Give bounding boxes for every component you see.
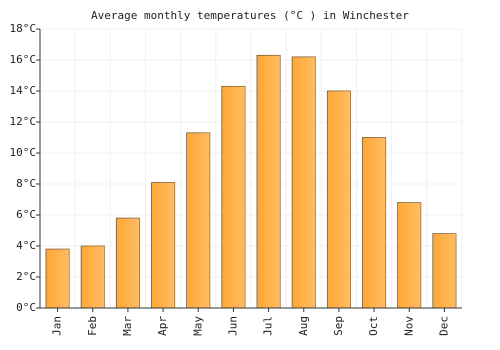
y-tick-label: 6°C (16, 208, 36, 221)
bar-shine (432, 233, 457, 308)
x-tick-label: Sep (332, 316, 345, 336)
bar-shine (81, 246, 105, 308)
y-tick-label: 0°C (16, 301, 36, 314)
x-tick-label: Jan (51, 316, 64, 336)
y-tick-label: 14°C (10, 84, 37, 97)
x-tick-label: May (191, 316, 204, 336)
x-tick-label: Feb (86, 316, 99, 336)
x-tick-label: Jun (226, 316, 239, 336)
bar-shine (397, 202, 421, 308)
y-tick-label: 4°C (16, 239, 36, 252)
bar-shine (151, 182, 175, 308)
bar-shine (292, 56, 316, 309)
y-tick-label: 2°C (16, 270, 36, 283)
x-tick-label: Oct (367, 316, 380, 336)
bar-shine (327, 91, 351, 308)
x-tick-label: Nov (402, 316, 415, 336)
x-tick-label: Aug (297, 316, 310, 336)
y-tick-label: 10°C (10, 146, 37, 159)
y-tick-label: 8°C (16, 177, 36, 190)
x-tick-label: Apr (156, 316, 169, 336)
bar-shine (256, 55, 281, 308)
bar-shine (45, 249, 70, 308)
x-tick-label: Jul (262, 316, 275, 336)
y-tick-label: 12°C (10, 115, 37, 128)
x-tick-label: Dec (437, 316, 450, 336)
bar-shine (116, 218, 140, 308)
x-tick-label: Mar (121, 316, 134, 336)
y-tick-label: 18°C (10, 22, 37, 35)
y-tick-label: 16°C (10, 53, 37, 66)
bar-shine (221, 86, 246, 308)
bar-shine (186, 132, 210, 308)
chart-title: Average monthly temperatures (°C ) in Wi… (91, 9, 409, 22)
bar-shine (362, 137, 386, 308)
